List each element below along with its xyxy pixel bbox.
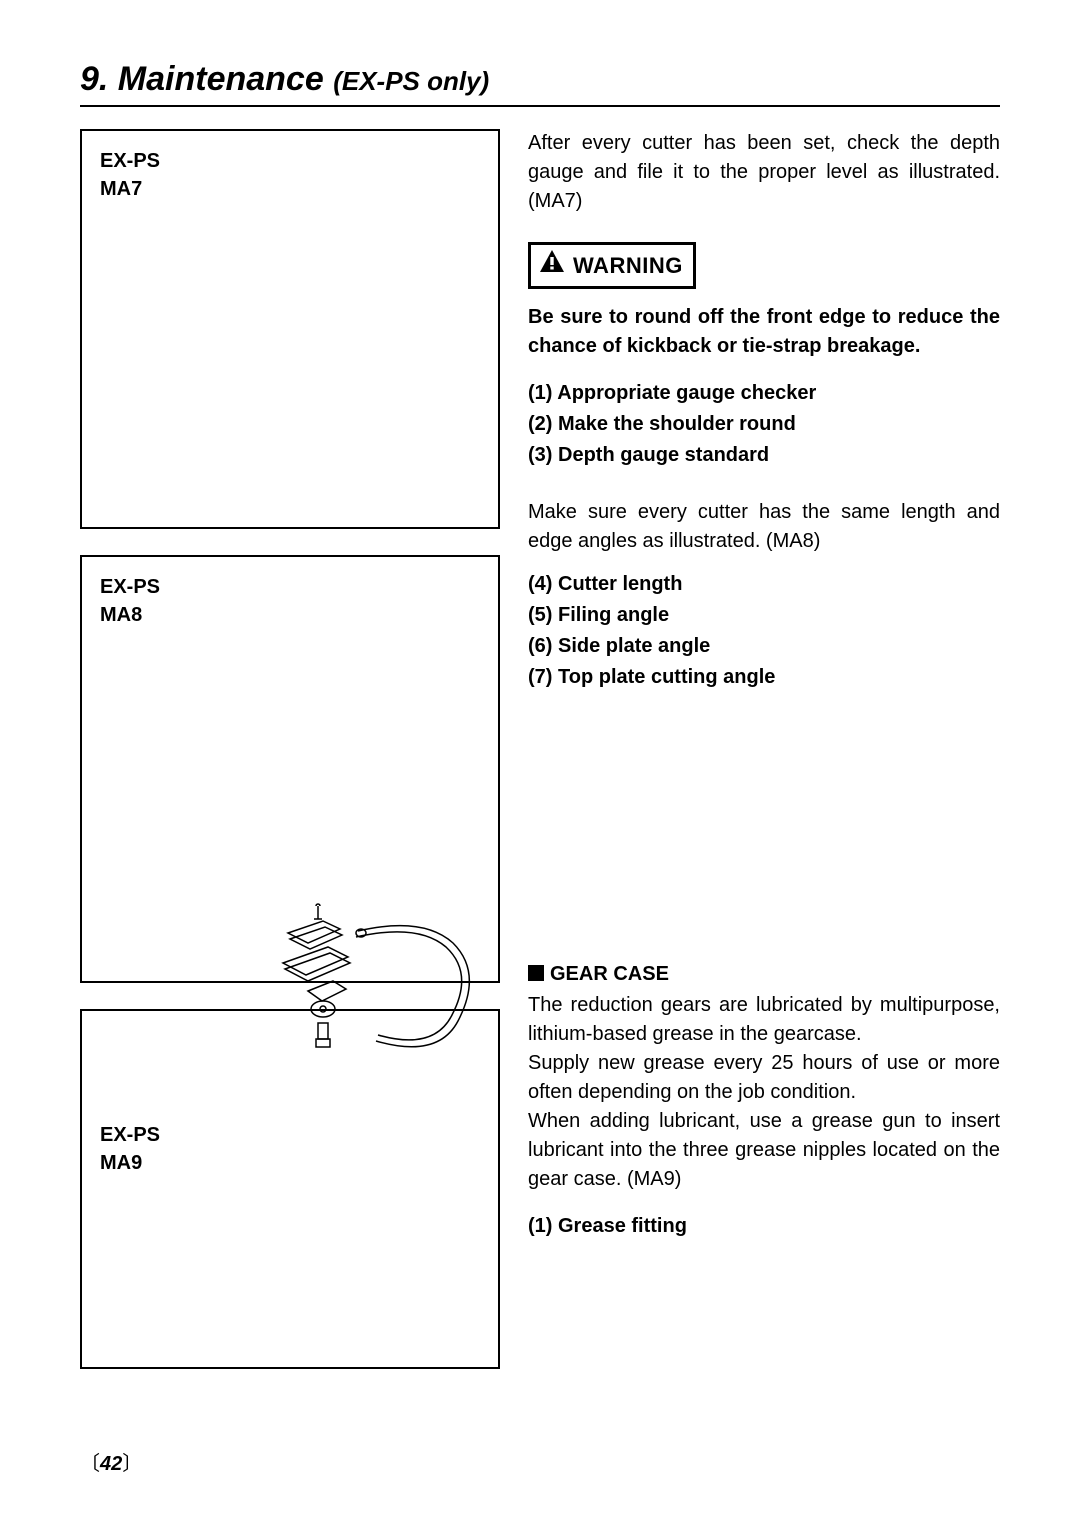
list-item: (2) Make the shoulder round (528, 410, 1000, 439)
tool-illustration (228, 891, 488, 1091)
list-item: (7) Top plate cutting angle (528, 663, 1000, 692)
figure-label-line: EX-PS (100, 147, 480, 175)
title-sub: (EX-PS only) (333, 66, 489, 96)
section3-p3: When adding lubricant, use a grease gun … (528, 1107, 1000, 1194)
figure-ma7-label: EX-PS MA7 (100, 147, 480, 203)
section3-p2: Supply new grease every 25 hours of use … (528, 1049, 1000, 1107)
left-column: EX-PS MA7 EX-PS MA8 (80, 129, 500, 1395)
right-column: After every cutter has been set, check t… (528, 129, 1000, 1395)
heading-text: GEAR CASE (550, 963, 669, 985)
section1-intro: After every cutter has been set, check t… (528, 129, 1000, 216)
section3-p1: The reduction gears are lubricated by mu… (528, 991, 1000, 1049)
figure-label-line: MA9 (100, 1149, 160, 1177)
title-main: 9. Maintenance (80, 60, 333, 98)
figure-label-line: EX-PS (100, 1121, 160, 1149)
list-item: (1) Grease fitting (528, 1212, 1000, 1241)
list-item: (5) Filing angle (528, 601, 1000, 630)
warning-label: WARNING (573, 250, 683, 282)
list-item: (3) Depth gauge standard (528, 441, 1000, 470)
section1-list: (1) Appropriate gauge checker (2) Make t… (528, 379, 1000, 470)
section3: GEAR CASE The reduction gears are lubric… (528, 960, 1000, 1241)
section3-list: (1) Grease fitting (528, 1212, 1000, 1241)
section2-list: (4) Cutter length (5) Filing angle (6) S… (528, 570, 1000, 692)
warning-box: WARNING (528, 242, 696, 289)
list-item: (6) Side plate angle (528, 632, 1000, 661)
section2: Make sure every cutter has the same leng… (528, 498, 1000, 692)
figure-ma9-label: EX-PS MA9 (100, 1121, 160, 1177)
figure-ma9: EX-PS MA9 (80, 1009, 500, 1369)
page-number: 〔42〕 (80, 1447, 142, 1476)
gear-case-heading: GEAR CASE (528, 960, 1000, 989)
figure-ma8-label: EX-PS MA8 (100, 573, 480, 629)
warning-body: Be sure to round off the front edge to r… (528, 303, 1000, 361)
square-bullet-icon (528, 965, 544, 981)
figure-label-line: MA7 (100, 175, 480, 203)
figure-ma7: EX-PS MA7 (80, 129, 500, 529)
figure-label-line: EX-PS (100, 573, 480, 601)
list-item: (1) Appropriate gauge checker (528, 379, 1000, 408)
page-title: 9. Maintenance (EX-PS only) (80, 60, 1000, 107)
page-number-value: 42 (100, 1453, 122, 1475)
content-area: EX-PS MA7 EX-PS MA8 (80, 129, 1000, 1395)
list-item: (4) Cutter length (528, 570, 1000, 599)
warning-icon (539, 249, 565, 282)
figure-label-line: MA8 (100, 601, 480, 629)
section2-intro: Make sure every cutter has the same leng… (528, 498, 1000, 556)
